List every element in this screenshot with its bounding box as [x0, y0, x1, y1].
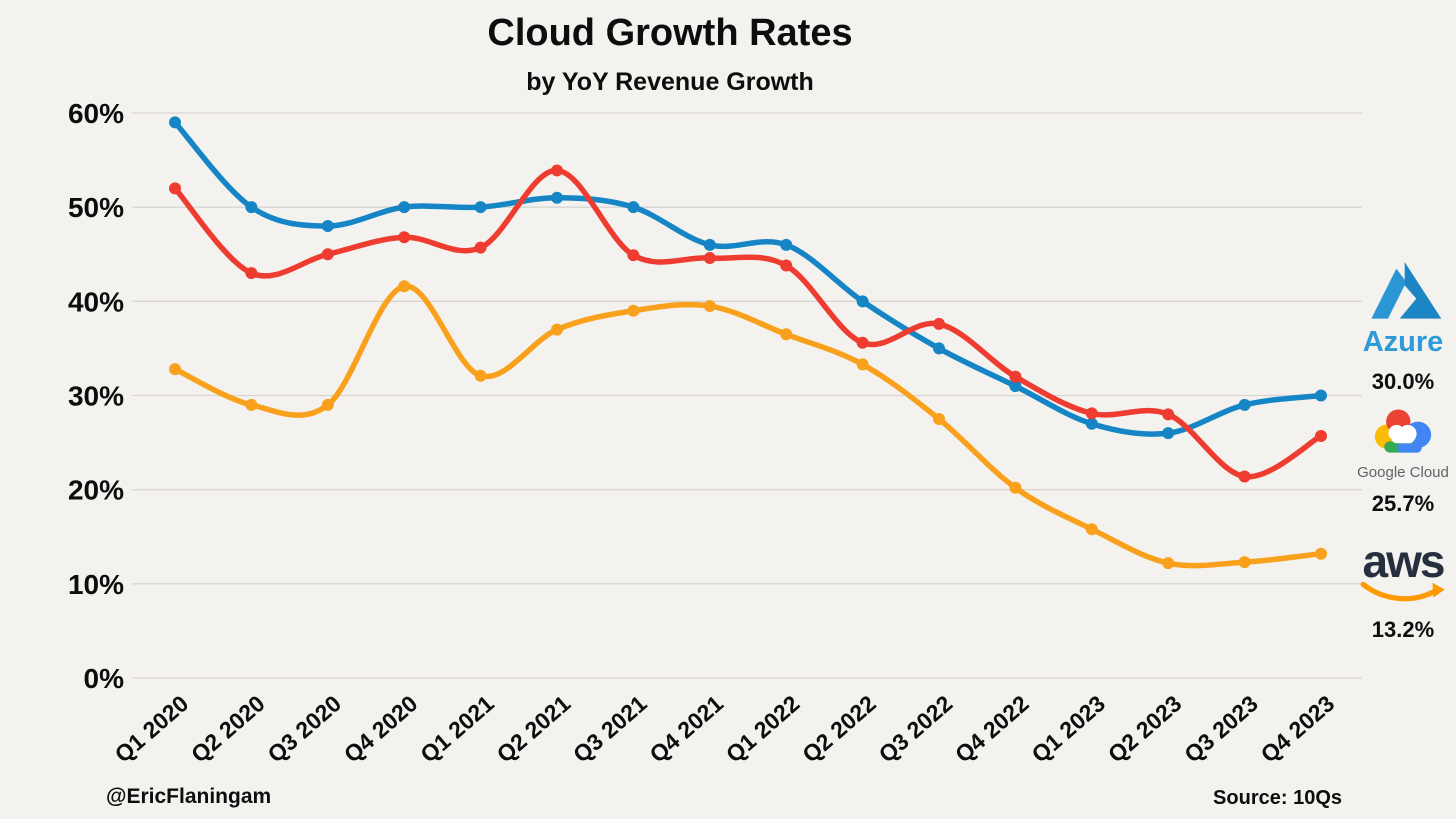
y-axis-tick-label: 20% — [68, 475, 124, 506]
azure-data-point — [245, 201, 258, 214]
aws-final-value: 13.2% — [1371, 617, 1435, 643]
google-cloud-data-point — [1315, 429, 1327, 442]
google-cloud-data-point — [780, 259, 793, 272]
azure-data-point — [169, 116, 181, 129]
google-cloud-data-point — [245, 267, 258, 280]
google-cloud-data-point — [933, 317, 945, 330]
azure-data-point — [1162, 427, 1175, 440]
aws-line — [172, 283, 1324, 569]
google-cloud-wordmark: Google Cloud — [1357, 464, 1449, 481]
azure-data-point — [1238, 398, 1251, 411]
azure-data-point — [627, 201, 640, 214]
google-cloud-final-value: 25.7% — [1371, 491, 1435, 516]
aws-data-point — [933, 413, 945, 426]
aws-data-point — [398, 280, 411, 293]
azure-final-value: 30.0% — [1371, 369, 1435, 394]
aws-data-point — [1085, 523, 1098, 536]
azure-wordmark: Azure — [1362, 326, 1444, 358]
x-axis-tick-label: Q2 2021 — [492, 690, 576, 768]
aws-data-point — [703, 300, 716, 313]
legend-item-google-cloud: Google Cloud 25.7% — [1348, 406, 1456, 517]
azure-logo-icon — [1371, 262, 1442, 319]
y-axis-tick-label: 40% — [68, 286, 124, 317]
legend-item-aws: aws 13.2% — [1348, 535, 1456, 643]
azure-data-point — [398, 201, 411, 214]
azure-data-point — [321, 219, 334, 232]
x-axis-tick-label: Q1 2021 — [415, 690, 499, 768]
chart-title: Cloud Growth Rates — [487, 12, 853, 54]
y-axis-tick-label: 60% — [68, 98, 124, 129]
y-axis-tick-label: 30% — [68, 380, 124, 411]
google-cloud-data-point — [1085, 407, 1098, 420]
aws-data-point — [1315, 547, 1327, 560]
google-cloud-data-point — [1009, 370, 1022, 383]
aws-data-point — [627, 304, 640, 317]
google-cloud-data-point — [169, 182, 181, 195]
aws-data-point — [551, 323, 563, 336]
google-cloud-logo-icon — [1374, 409, 1432, 453]
y-axis-tick-label: 50% — [68, 192, 124, 223]
google-cloud-data-point — [474, 241, 487, 254]
author-credit: @EricFlaningam — [106, 785, 272, 808]
azure-data-point — [780, 238, 793, 251]
aws-data-point — [474, 369, 487, 382]
azure-data-point — [856, 295, 869, 308]
azure-data-point — [1085, 417, 1098, 430]
azure-data-point — [474, 201, 487, 214]
x-axis-tick-label: Q1 2022 — [721, 690, 805, 768]
x-axis-tick-label: Q3 2020 — [262, 690, 346, 768]
y-axis-tick-label: 10% — [68, 569, 124, 600]
azure-data-point — [1009, 380, 1022, 393]
aws-data-point — [856, 358, 869, 371]
google-cloud-data-point — [1238, 470, 1251, 483]
chart-subtitle: by YoY Revenue Growth — [526, 68, 814, 96]
legend-item-azure: Azure 30.0% — [1348, 258, 1456, 395]
azure-data-point — [933, 342, 945, 355]
x-axis-tick-label: Q1 2023 — [1026, 690, 1110, 768]
google-cloud-line — [172, 167, 1324, 480]
google-cloud-data-point — [551, 164, 563, 177]
aws-data-point — [169, 363, 181, 376]
azure-data-point — [1315, 389, 1327, 402]
x-axis-tick-label: Q3 2023 — [1179, 690, 1263, 768]
aws-data-point — [321, 398, 334, 411]
x-axis-tick-label: Q2 2023 — [1103, 690, 1187, 768]
x-axis-tick-label: Q4 2022 — [950, 690, 1034, 768]
azure-data-point — [703, 238, 716, 251]
aws-wordmark: aws — [1362, 535, 1446, 587]
google-cloud-data-point — [627, 249, 640, 262]
azure-line — [172, 119, 1324, 437]
x-axis-tick-label: Q4 2023 — [1256, 690, 1340, 768]
google-cloud-data-point — [703, 252, 716, 265]
azure-data-point — [551, 191, 563, 204]
aws-data-point — [1238, 556, 1251, 569]
google-cloud-data-point — [398, 231, 411, 244]
x-axis-tick-label: Q2 2022 — [797, 690, 881, 768]
aws-smile-arrow-icon — [1360, 581, 1445, 602]
google-cloud-data-point — [856, 336, 869, 349]
aws-data-point — [1162, 557, 1175, 570]
x-axis-tick-label: Q3 2021 — [568, 690, 652, 768]
aws-data-point — [780, 328, 793, 341]
google-cloud-data-point — [321, 248, 334, 261]
aws-data-point — [1009, 481, 1022, 494]
x-axis-tick-label: Q2 2020 — [186, 690, 270, 768]
x-axis-tick-label: Q3 2022 — [874, 690, 958, 768]
x-axis-tick-label: Q4 2021 — [644, 690, 728, 768]
google-cloud-data-point — [1162, 408, 1175, 421]
x-axis-tick-label: Q4 2020 — [339, 690, 423, 768]
x-axis-tick-label: Q1 2020 — [110, 690, 194, 768]
aws-data-point — [245, 398, 258, 411]
y-axis-tick-label: 0% — [84, 663, 125, 694]
data-source: Source: 10Qs — [1213, 787, 1342, 809]
